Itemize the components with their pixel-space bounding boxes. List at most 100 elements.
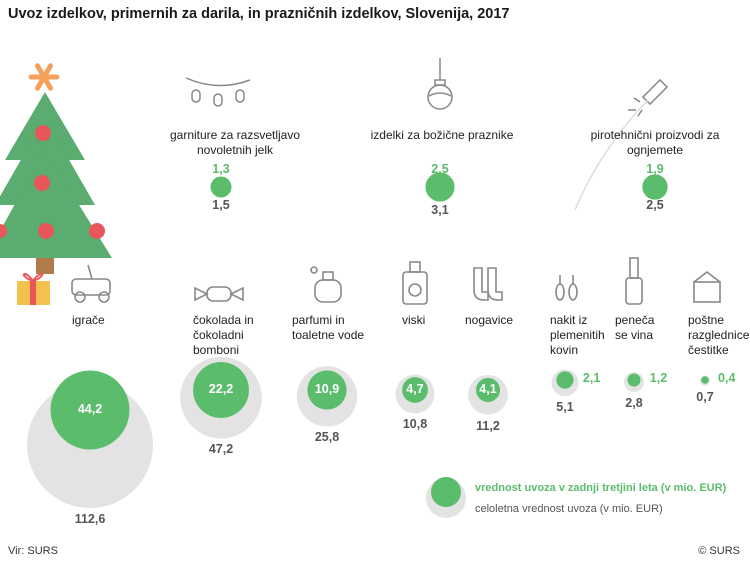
annual-value-0: 112,6 [74, 512, 106, 526]
perfume-cap [322, 271, 334, 281]
last-third-bubble-5 [556, 371, 574, 389]
car-wheel-1 [74, 291, 86, 303]
toy-car-icon [71, 264, 111, 303]
last-third-value-6: 1,2 [649, 371, 668, 385]
chart-title: Uvoz izdelkov, primernih za darila, in p… [8, 6, 510, 22]
tree-ball-3 [89, 223, 105, 239]
envelope-body [693, 281, 721, 303]
top-green-bubble-2 [642, 174, 668, 200]
top-grey-value-0: 1,5 [212, 198, 230, 212]
gift-ribbon [30, 281, 36, 305]
sock-2 [487, 267, 503, 301]
firework-icon [574, 78, 669, 211]
tree-ball-4 [0, 224, 7, 238]
last-third-bubble-7 [701, 376, 709, 384]
annual-value-5: 5,1 [556, 400, 574, 415]
champagne-icon [625, 257, 643, 305]
last-third-value-5: 2,1 [582, 371, 601, 385]
champagne-bottle [625, 277, 643, 305]
last-third-bubble-6 [627, 373, 641, 387]
legend-green-bubble [431, 477, 461, 507]
perfume-icon [310, 266, 342, 303]
annual-value-3: 10,8 [402, 417, 428, 432]
bulb-0 [191, 89, 201, 103]
last-third-value-4: 4,1 [479, 382, 497, 396]
annual-value-2: 25,8 [314, 430, 340, 445]
whisky-icon [402, 261, 428, 305]
champagne-neck [629, 257, 639, 279]
tree-trunk [36, 258, 54, 274]
gift-bow [23, 272, 43, 283]
last-third-value-0: 44,2 [77, 402, 103, 416]
perfume-bottle [314, 279, 342, 303]
label-toys: igrače [72, 313, 105, 327]
candy-body [206, 286, 232, 302]
last-third-bubble-0 [50, 370, 130, 450]
last-third-value-7: 0,4 [718, 371, 736, 385]
last-third-bubble-1 [193, 362, 249, 418]
whisky-bottle [402, 271, 428, 305]
candy-icon [194, 286, 244, 302]
bulb-1 [213, 93, 223, 107]
whisky-neck [409, 261, 421, 273]
car-body [71, 278, 111, 296]
label-lights: garniture za razsvetljavo novoletnih jel… [169, 128, 301, 157]
annual-value-4: 11,2 [476, 418, 500, 433]
car-antenna [87, 264, 93, 280]
label-cards: poštne razglednice, čestitke [688, 313, 750, 357]
copyright-note: © SURS [698, 545, 740, 557]
annual-value-7: 0,7 [696, 389, 714, 404]
annual-value-1: 47,2 [208, 442, 234, 457]
tree-tier-bottom [0, 150, 112, 258]
top-grey-value-1: 3,1 [431, 203, 449, 217]
label-sparkling-wine: peneča se vina [615, 313, 655, 342]
envelope-flap [693, 270, 721, 283]
label-socks: nogavice [465, 313, 514, 327]
earring-1 [555, 283, 565, 301]
label-jewellery: nakit iz plemenitih kovin [550, 313, 605, 357]
whisky-label [408, 283, 422, 297]
car-wheel-2 [98, 291, 110, 303]
top-green-value-1: 2,5 [431, 162, 449, 176]
rocket-sparks [628, 97, 643, 117]
source-note: Vir: SURS [8, 545, 58, 557]
envelope-icon [693, 270, 721, 303]
last-third-value-2: 10,9 [314, 382, 340, 396]
sock-1 [473, 267, 489, 301]
legend-green-label: vrednost uvoza v zadnji tretjini leta (v… [475, 482, 727, 494]
last-third-bubble-4 [475, 377, 501, 403]
lights-wire [185, 77, 251, 87]
bulb-2 [235, 89, 245, 103]
gift-icon [17, 272, 50, 305]
star-icon [28, 63, 60, 91]
christmas-tree-icon [0, 63, 112, 274]
socks-icon [473, 267, 503, 301]
label-fireworks: pirotehnični proizvodi za ognjemete [590, 128, 720, 157]
tree-ball-0 [35, 125, 51, 141]
rocket-trail [574, 99, 649, 211]
top-green-bubble-1 [425, 172, 455, 202]
ornament-stripe [428, 92, 452, 97]
top-grey-value-2: 2,5 [646, 198, 664, 212]
earring-2 [568, 283, 578, 301]
lights-icon [185, 77, 251, 107]
tree-ball-2 [38, 223, 54, 239]
top-green-bubble-0 [210, 176, 232, 198]
label-perfume: parfumi in toaletne vode [292, 313, 365, 342]
top-green-value-0: 1,3 [212, 162, 230, 176]
ornament-ball [427, 84, 453, 110]
last-third-value-1: 22,2 [208, 382, 234, 396]
last-third-bubble-2 [307, 370, 347, 410]
candy-wraps [194, 286, 244, 302]
star-ray-2 [35, 63, 53, 91]
tree-ball-1 [34, 175, 50, 191]
last-third-value-3: 4,7 [406, 382, 424, 396]
annual-value-6: 2,8 [625, 395, 643, 410]
last-third-bubble-3 [402, 377, 428, 403]
label-christmas-items: izdelki za božične praznike [370, 128, 514, 142]
top-green-value-2: 1,9 [646, 162, 664, 176]
earrings-icon [555, 275, 578, 301]
label-chocolate: čokolada in čokoladni bomboni [193, 313, 254, 357]
ornament-icon [427, 58, 453, 110]
